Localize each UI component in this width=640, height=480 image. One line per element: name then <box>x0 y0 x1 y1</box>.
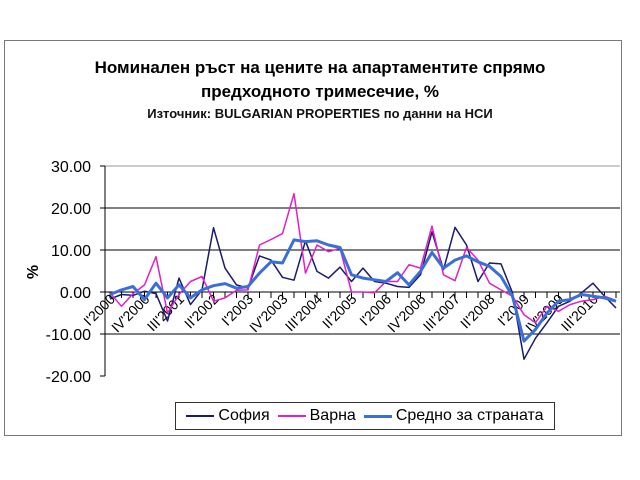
chart-title-line1: Номинален ръст на цените на апартаментит… <box>94 58 546 77</box>
chart-subtitle: Източник: BULGARIAN PROPERTIES по данни … <box>147 106 493 121</box>
x-tick-label: IV'2009 <box>522 291 567 336</box>
legend-label: Варна <box>309 407 356 424</box>
legend-item-average: Средно за страната <box>363 407 544 425</box>
legend: София Варна Средно за страната <box>175 402 555 430</box>
y-tick-label: 30.00 <box>51 159 91 176</box>
series-line-sofia <box>109 226 617 360</box>
legend-label: София <box>218 407 270 424</box>
x-tick-label: II'2005 <box>319 291 360 332</box>
legend-item-sofia: София <box>186 407 270 425</box>
legend-swatch <box>277 415 306 417</box>
legend-item-varna: Варна <box>277 407 356 425</box>
y-tick-label: 20.00 <box>51 201 91 218</box>
y-tick-label: 0.00 <box>60 285 91 302</box>
y-tick-label: -20.00 <box>46 369 91 386</box>
x-tick-label: IV'2006 <box>384 291 429 336</box>
series-line-average <box>109 238 617 343</box>
x-tick-label: II'2008 <box>457 291 498 332</box>
chart-frame <box>4 40 622 436</box>
chart-title-line2: предходното тримесечие, % <box>200 82 440 101</box>
x-tick-label: IV'2003 <box>246 291 291 336</box>
legend-swatch <box>186 415 215 417</box>
x-tick-label: III'2007 <box>420 291 464 335</box>
x-tick-label: III'2004 <box>282 291 326 335</box>
y-axis-label: % <box>25 265 42 279</box>
y-tick-label: 10.00 <box>51 243 91 260</box>
series-line-varna <box>109 192 617 324</box>
y-tick-label: -10.00 <box>46 327 91 344</box>
legend-label: Средно за страната <box>395 407 544 424</box>
legend-swatch <box>363 414 392 418</box>
